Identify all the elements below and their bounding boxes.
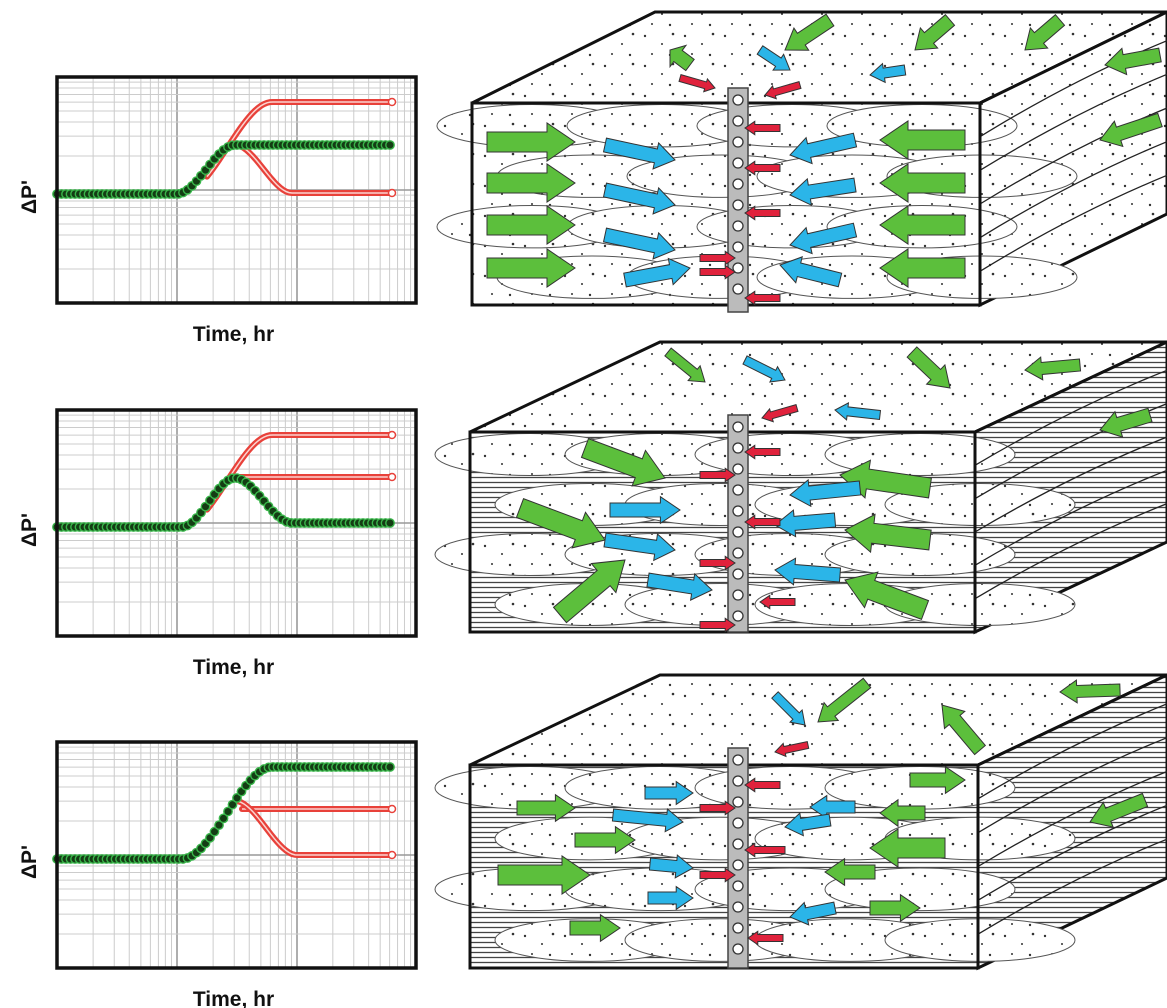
perforation xyxy=(733,527,743,537)
perforation xyxy=(733,242,743,252)
perforation xyxy=(733,485,743,495)
y-axis-label: ΔP' xyxy=(18,180,41,214)
perforation xyxy=(733,755,743,765)
perforation xyxy=(733,158,743,168)
perforation xyxy=(733,902,743,912)
green-dot xyxy=(386,763,394,771)
green-dot xyxy=(386,519,394,527)
curve-end xyxy=(389,190,396,197)
sand-lens xyxy=(885,919,1075,962)
curve-end xyxy=(389,432,396,439)
curve-end xyxy=(389,99,396,106)
perforation xyxy=(733,464,743,474)
plot-panel: ΔP' Time, hr xyxy=(18,77,416,346)
perforation xyxy=(733,95,743,105)
perforation xyxy=(733,839,743,849)
perforation xyxy=(733,818,743,828)
perforation xyxy=(733,506,743,516)
block-diagram xyxy=(435,675,1167,968)
curve-end xyxy=(389,852,396,859)
curve-end xyxy=(389,474,396,481)
y-axis-label: ΔP' xyxy=(18,845,41,879)
perforation xyxy=(733,137,743,147)
figure: ΔP' Time, hr ΔP' Time, hr ΔP' Time, hr xyxy=(0,0,1167,1008)
perforation xyxy=(733,284,743,294)
block-diagram xyxy=(437,12,1167,312)
perforation xyxy=(733,776,743,786)
perforation xyxy=(733,944,743,954)
curve-end xyxy=(389,806,396,813)
perforation xyxy=(733,881,743,891)
x-axis-label: Time, hr xyxy=(193,323,274,346)
x-axis-label: Time, hr xyxy=(193,656,274,679)
plot-panel: ΔP' Time, hr xyxy=(18,742,416,1008)
y-axis-label: ΔP' xyxy=(18,513,41,547)
x-axis-label: Time, hr xyxy=(193,988,274,1008)
perforation xyxy=(733,179,743,189)
perforation xyxy=(733,590,743,600)
perforation xyxy=(733,569,743,579)
perforation xyxy=(733,443,743,453)
perforation xyxy=(733,422,743,432)
green-dot xyxy=(386,141,394,149)
perforation xyxy=(733,200,743,210)
plot-panel: ΔP' Time, hr xyxy=(18,410,416,679)
perforation xyxy=(733,611,743,621)
perforation xyxy=(733,116,743,126)
block-diagram xyxy=(435,342,1167,632)
perforation xyxy=(733,860,743,870)
perforation xyxy=(733,923,743,933)
perforation xyxy=(733,797,743,807)
perforation xyxy=(733,221,743,231)
perforation xyxy=(733,548,743,558)
